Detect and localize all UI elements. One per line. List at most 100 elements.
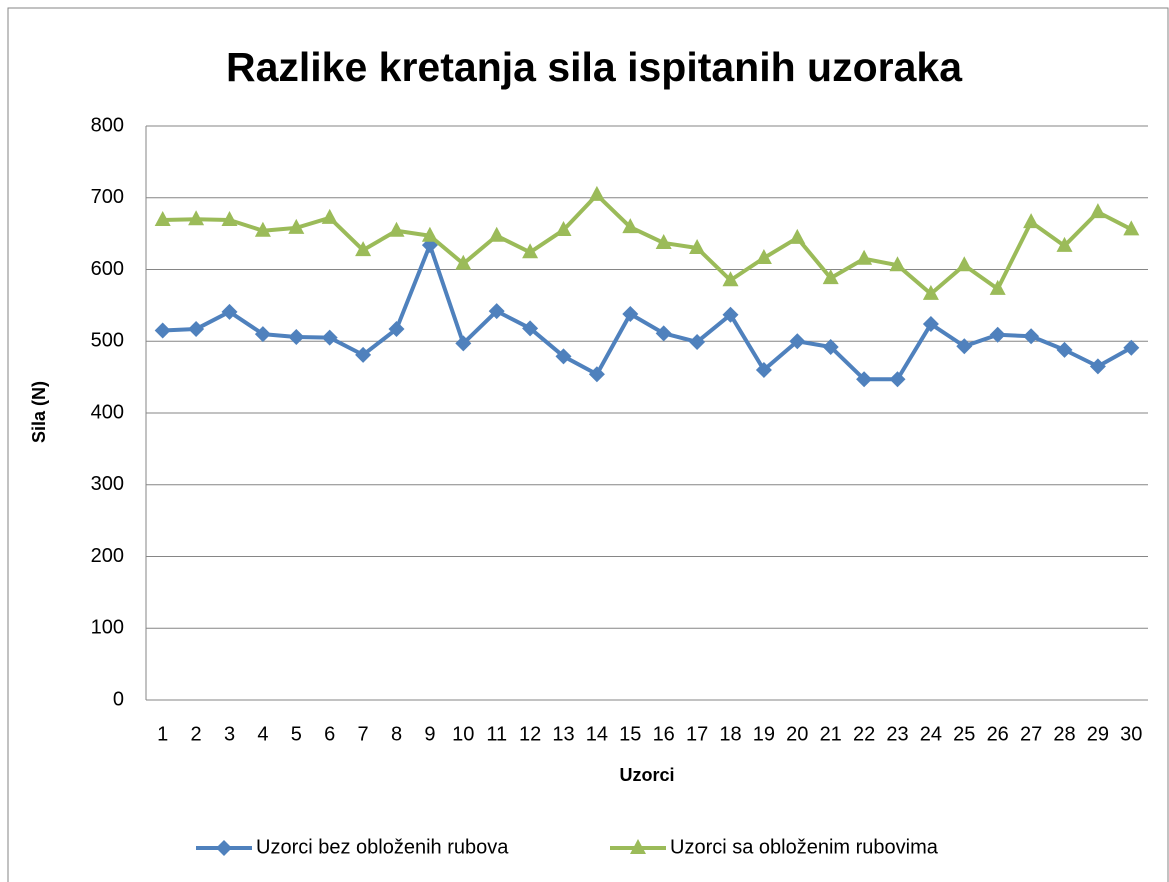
y-tick-label: 500 xyxy=(91,330,124,352)
x-tick-label: 20 xyxy=(786,723,808,745)
legend-marker xyxy=(216,840,232,856)
x-tick-label: 28 xyxy=(1053,723,1075,745)
x-tick-label: 18 xyxy=(719,723,741,745)
data-point xyxy=(889,256,906,272)
data-point xyxy=(1056,236,1073,252)
data-point xyxy=(221,303,238,320)
x-tick-label: 11 xyxy=(486,723,507,745)
y-tick-label: 600 xyxy=(91,258,124,280)
data-point xyxy=(822,338,839,355)
data-point xyxy=(522,320,539,337)
x-tick-label: 3 xyxy=(224,723,235,745)
y-tick-label: 700 xyxy=(91,186,124,208)
x-tick-label: 9 xyxy=(424,723,435,745)
data-point xyxy=(154,210,171,226)
x-tick-label: 10 xyxy=(452,723,474,745)
data-point xyxy=(622,218,639,234)
data-point xyxy=(1089,203,1106,219)
data-point xyxy=(288,218,305,234)
data-point xyxy=(421,226,438,242)
data-point xyxy=(722,271,739,287)
x-tick-label: 14 xyxy=(586,723,608,745)
data-point xyxy=(488,226,505,242)
data-point xyxy=(488,303,505,320)
data-point xyxy=(655,325,672,342)
data-point xyxy=(956,256,973,272)
data-point xyxy=(822,269,839,285)
legend-marker xyxy=(630,839,646,854)
data-point xyxy=(922,284,939,300)
y-tick-label: 300 xyxy=(91,473,124,495)
data-point xyxy=(522,243,539,259)
data-point xyxy=(355,346,372,363)
y-axis-label: Sila (N) xyxy=(29,381,49,443)
x-tick-label: 24 xyxy=(920,723,942,745)
x-tick-label: 4 xyxy=(257,723,268,745)
data-point xyxy=(254,221,271,237)
data-point xyxy=(922,316,939,333)
y-tick-label: 800 xyxy=(91,114,124,136)
data-point xyxy=(755,249,772,265)
data-point xyxy=(889,371,906,388)
data-point xyxy=(789,228,806,244)
chart-border xyxy=(7,7,1169,882)
data-point xyxy=(1056,341,1073,358)
x-tick-label: 7 xyxy=(358,723,369,745)
data-point xyxy=(755,361,772,378)
data-point xyxy=(722,306,739,323)
x-axis-label: Uzorci xyxy=(619,765,674,785)
data-point xyxy=(989,279,1006,295)
data-point xyxy=(588,185,605,201)
x-tick-label: 1 xyxy=(157,723,168,745)
data-point xyxy=(689,238,706,254)
x-tick-label: 2 xyxy=(191,723,202,745)
data-point xyxy=(989,326,1006,343)
x-tick-label: 15 xyxy=(619,723,641,745)
x-tick-label: 17 xyxy=(686,723,708,745)
y-tick-label: 400 xyxy=(91,401,124,423)
data-point xyxy=(1023,213,1040,229)
data-point xyxy=(388,221,405,237)
x-tick-label: 12 xyxy=(519,723,541,745)
legend-label: Uzorci bez obloženih rubova xyxy=(256,836,509,858)
data-point xyxy=(655,233,672,249)
y-tick-label: 200 xyxy=(91,545,124,567)
data-point xyxy=(355,241,372,257)
data-point xyxy=(1123,220,1140,236)
data-point xyxy=(188,210,205,226)
data-point xyxy=(455,254,472,270)
data-point xyxy=(588,366,605,383)
data-point xyxy=(254,326,271,343)
y-tick-label: 0 xyxy=(113,688,124,710)
x-tick-label: 19 xyxy=(753,723,775,745)
data-point xyxy=(956,338,973,355)
data-point xyxy=(288,328,305,345)
data-point xyxy=(622,305,639,322)
data-point xyxy=(388,321,405,338)
data-point xyxy=(555,221,572,237)
x-tick-label: 16 xyxy=(653,723,675,745)
data-point xyxy=(154,322,171,339)
x-tick-label: 22 xyxy=(853,723,875,745)
x-tick-label: 25 xyxy=(953,723,975,745)
data-point xyxy=(689,333,706,350)
x-tick-label: 29 xyxy=(1087,723,1109,745)
x-tick-label: 5 xyxy=(291,723,302,745)
x-tick-label: 8 xyxy=(391,723,402,745)
x-tick-label: 13 xyxy=(552,723,574,745)
x-tick-label: 23 xyxy=(886,723,908,745)
data-point xyxy=(856,249,873,265)
x-tick-label: 21 xyxy=(820,723,842,745)
data-point xyxy=(221,210,238,226)
chart-title: Razlike kretanja sila ispitanih uzoraka xyxy=(226,44,963,90)
data-point xyxy=(321,329,338,346)
legend-label: Uzorci sa obloženim rubovima xyxy=(670,836,939,858)
data-point xyxy=(1023,328,1040,345)
data-point xyxy=(1089,358,1106,375)
x-tick-label: 26 xyxy=(987,723,1009,745)
x-tick-label: 30 xyxy=(1120,723,1142,745)
data-point xyxy=(455,335,472,352)
data-point xyxy=(789,333,806,350)
data-point xyxy=(1123,339,1140,356)
